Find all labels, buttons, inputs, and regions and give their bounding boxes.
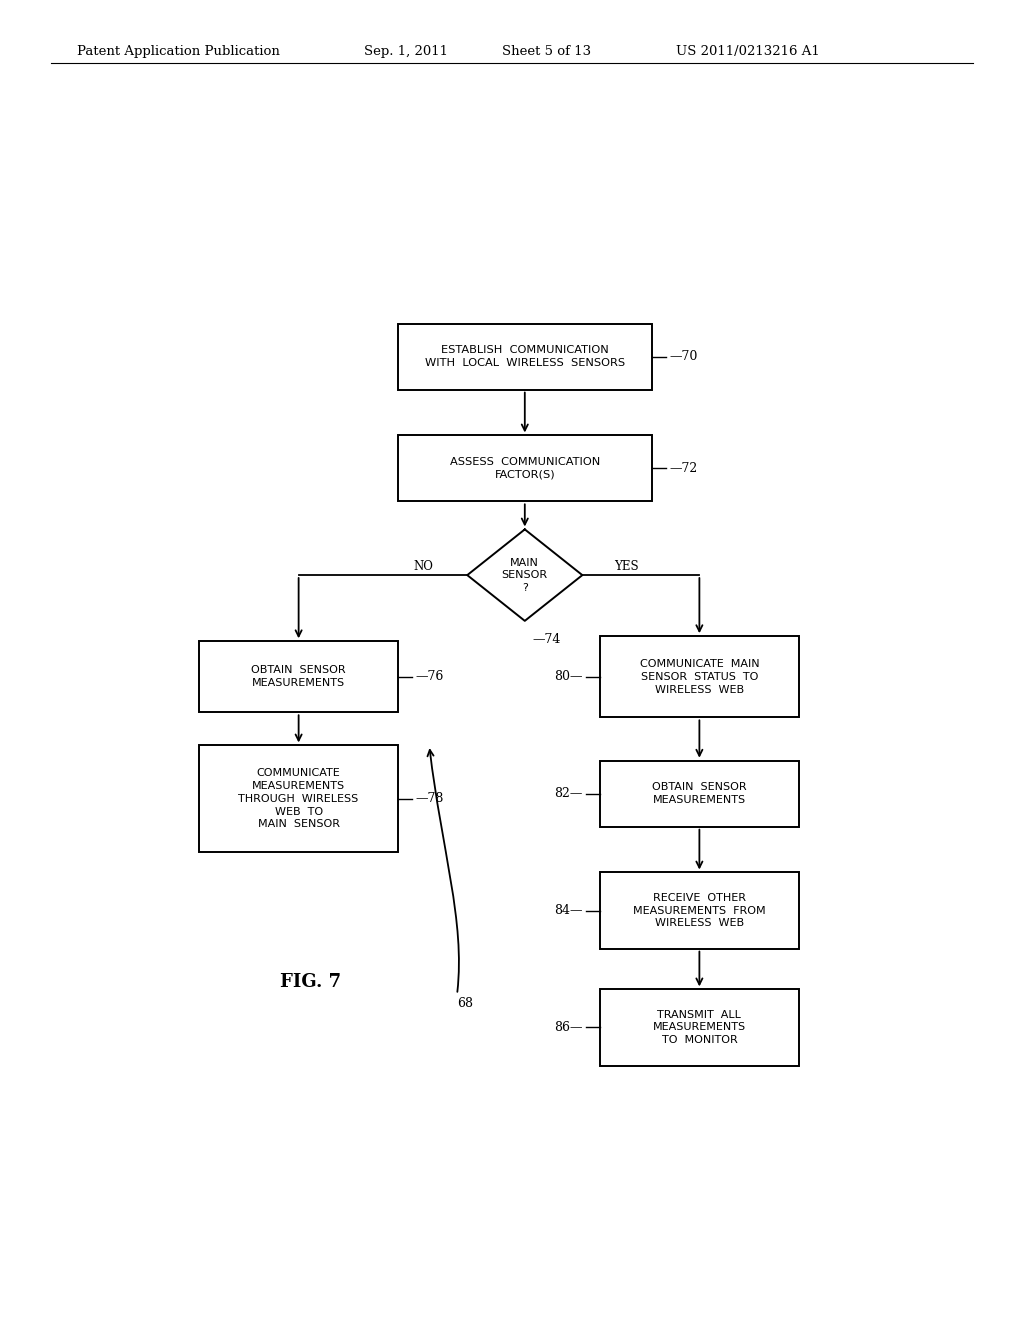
Text: 84—: 84— [554, 904, 583, 917]
Text: Sheet 5 of 13: Sheet 5 of 13 [502, 45, 591, 58]
Text: —76: —76 [416, 671, 443, 684]
Text: —70: —70 [670, 350, 697, 363]
Text: —74: —74 [532, 634, 561, 645]
Bar [600, 760, 799, 826]
FancyArrowPatch shape [427, 750, 459, 991]
Text: OBTAIN  SENSOR
MEASUREMENTS: OBTAIN SENSOR MEASUREMENTS [251, 665, 346, 688]
Text: 86—: 86— [554, 1020, 583, 1034]
Text: ASSESS  COMMUNICATION
FACTOR(S): ASSESS COMMUNICATION FACTOR(S) [450, 457, 600, 479]
Text: 80—: 80— [554, 671, 583, 684]
Text: COMMUNICATE  MAIN
SENSOR  STATUS  TO
WIRELESS  WEB: COMMUNICATE MAIN SENSOR STATUS TO WIRELE… [640, 659, 759, 694]
Bar [200, 746, 397, 853]
Text: YES: YES [613, 561, 638, 573]
Bar [200, 642, 397, 713]
Text: OBTAIN  SENSOR
MEASUREMENTS: OBTAIN SENSOR MEASUREMENTS [652, 783, 746, 805]
Bar [600, 636, 799, 718]
Bar [397, 436, 651, 502]
Bar [600, 989, 799, 1065]
Text: ESTABLISH  COMMUNICATION
WITH  LOCAL  WIRELESS  SENSORS: ESTABLISH COMMUNICATION WITH LOCAL WIREL… [425, 346, 625, 368]
Text: RECEIVE  OTHER
MEASUREMENTS  FROM
WIRELESS  WEB: RECEIVE OTHER MEASUREMENTS FROM WIRELESS… [633, 892, 766, 928]
Text: 68: 68 [458, 997, 473, 1010]
Text: 82—: 82— [554, 787, 583, 800]
Text: Sep. 1, 2011: Sep. 1, 2011 [364, 45, 447, 58]
Text: —72: —72 [670, 462, 697, 475]
Text: TRANSMIT  ALL
MEASUREMENTS
TO  MONITOR: TRANSMIT ALL MEASUREMENTS TO MONITOR [653, 1010, 745, 1045]
Text: —78: —78 [416, 792, 443, 805]
Text: NO: NO [414, 561, 433, 573]
Bar [397, 323, 651, 389]
Bar [600, 873, 799, 949]
Text: COMMUNICATE
MEASUREMENTS
THROUGH  WIRELESS
WEB  TO
MAIN  SENSOR: COMMUNICATE MEASUREMENTS THROUGH WIRELES… [239, 768, 358, 829]
Text: Patent Application Publication: Patent Application Publication [77, 45, 280, 58]
Text: US 2011/0213216 A1: US 2011/0213216 A1 [676, 45, 819, 58]
Text: FIG. 7: FIG. 7 [280, 973, 341, 991]
Text: MAIN
SENSOR
?: MAIN SENSOR ? [502, 558, 548, 593]
